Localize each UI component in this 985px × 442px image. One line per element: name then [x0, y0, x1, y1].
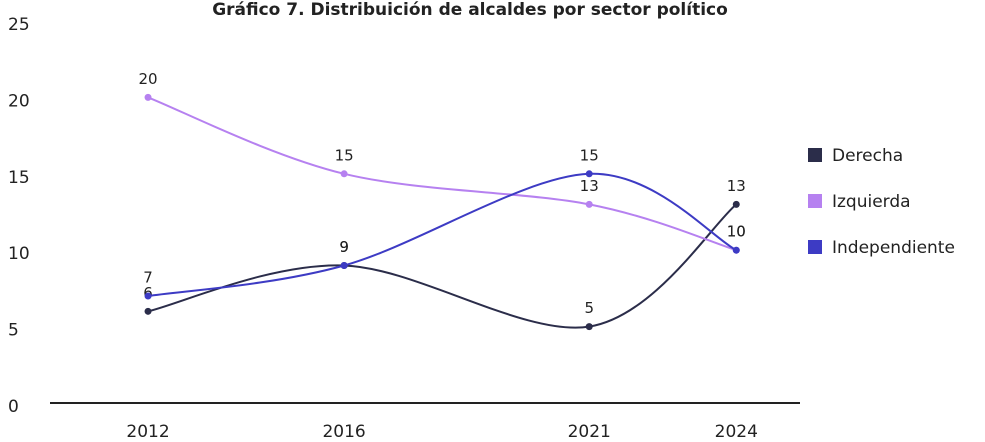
- data-label: 7: [143, 269, 153, 287]
- legend-swatch: [808, 194, 822, 208]
- data-label: 10: [727, 223, 746, 241]
- series-line: [147, 203, 737, 329]
- x-tick-label: 2021: [568, 422, 611, 442]
- point: [585, 170, 593, 178]
- y-tick-label: 20: [8, 91, 30, 111]
- data-label: 13: [727, 177, 746, 195]
- data-label: 20: [138, 70, 157, 88]
- point: [144, 292, 152, 300]
- point: [340, 261, 348, 269]
- x-tick-label: 2012: [126, 422, 169, 442]
- point: [732, 246, 740, 254]
- data-label: 15: [580, 146, 599, 164]
- x-tick-label: 2024: [715, 422, 758, 442]
- data-label: 9: [339, 238, 349, 256]
- legend-swatch: [808, 240, 822, 254]
- legend-swatch: [808, 148, 822, 162]
- legend-label: Independiente: [832, 238, 955, 258]
- point: [585, 323, 593, 331]
- y-tick-label: 0: [8, 397, 19, 417]
- series-line: [147, 96, 737, 252]
- y-tick-label: 25: [8, 15, 30, 35]
- y-tick-label: 10: [8, 244, 30, 264]
- point: [585, 200, 593, 208]
- data-label: 15: [335, 146, 354, 164]
- y-tick-label: 15: [8, 168, 30, 188]
- point: [144, 93, 152, 101]
- data-label: 13: [580, 177, 599, 195]
- data-label: 9: [339, 238, 349, 256]
- point: [340, 170, 348, 178]
- series-line: [147, 172, 737, 298]
- point: [144, 307, 152, 315]
- point: [732, 200, 740, 208]
- legend-label: Derecha: [832, 146, 903, 166]
- x-tick-label: 2016: [322, 422, 365, 442]
- chart-title: Gráfico 7. Distribuición de alcaldes por…: [212, 0, 728, 20]
- data-label: 10: [727, 223, 746, 241]
- data-label: 5: [584, 299, 594, 317]
- y-tick-label: 5: [8, 321, 19, 341]
- legend-label: Izquierda: [832, 192, 911, 212]
